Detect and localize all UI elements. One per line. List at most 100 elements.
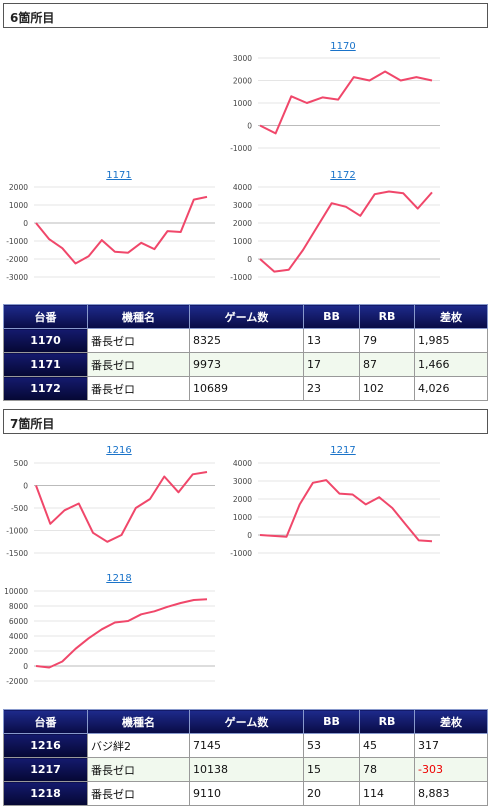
cell-id: 1171 [3,352,88,377]
series-line [259,479,433,543]
chart-title-1216[interactable]: 1216 [106,445,132,456]
y-tick-label: 0 [247,255,252,264]
cell-bb: 53 [303,733,360,758]
y-tick-label: -1500 [6,549,28,558]
y-tick-label: 1000 [233,513,252,522]
col-header-id: 台番 [3,709,88,734]
cell-games: 9973 [189,352,304,377]
y-tick-label: -1000 [230,273,252,282]
y-tick-label: 2000 [9,647,28,656]
section-header-2: 7箇所目 [3,409,488,434]
cell-rb: 45 [359,733,415,758]
cell-rb: 78 [359,757,415,782]
y-tick-label: 500 [14,459,29,468]
cell-bb: 23 [303,376,360,401]
series-line [35,195,208,265]
cell-games: 10689 [189,376,304,401]
col-header-games: ゲーム数 [189,709,304,734]
y-tick-label: 1000 [233,237,252,246]
data-table-1: 台番 機種名 ゲーム数 BB RB 差枚 1170 番長ゼロ 8325 13 7… [3,304,488,401]
series-line [259,70,433,135]
y-tick-label: 0 [23,662,28,671]
col-header-diff: 差枚 [414,304,488,329]
y-tick-label: 1000 [233,99,252,108]
table-row: 1217 番長ゼロ 10138 15 78 -303 [3,757,488,782]
chart-title-1217[interactable]: 1217 [330,445,356,456]
y-tick-label: 4000 [233,183,252,192]
y-tick-label: 4000 [9,632,28,641]
cell-rb: 87 [359,352,415,377]
table-row: 1216 バジ絆2 7145 53 45 317 [3,733,488,758]
cell-id: 1170 [3,328,88,353]
y-tick-label: 10000 [4,587,28,596]
y-tick-label: -1000 [230,549,252,558]
cell-diff: 4,026 [414,376,488,401]
y-tick-label: 4000 [233,459,252,468]
cell-id: 1218 [3,781,88,806]
y-tick-label: -3000 [6,273,28,282]
cell-rb: 102 [359,376,415,401]
y-tick-label: 3000 [233,54,252,63]
table-row: 1218 番長ゼロ 9110 20 114 8,883 [3,781,488,806]
y-tick-label: 2000 [233,219,252,228]
col-header-games: ゲーム数 [189,304,304,329]
cell-diff: 317 [414,733,488,758]
y-tick-label: -2000 [6,677,28,686]
col-header-machine: 機種名 [87,709,190,734]
chart-title-1170[interactable]: 1170 [330,41,356,52]
y-tick-label: -1000 [230,144,252,153]
cell-games: 9110 [189,781,304,806]
table-row: 1172 番長ゼロ 10689 23 102 4,026 [3,376,488,401]
y-tick-label: -1000 [6,237,28,246]
table-header-row: 台番 機種名 ゲーム数 BB RB 差枚 [3,304,488,329]
y-tick-label: 1000 [9,201,28,210]
y-tick-label: 6000 [9,617,28,626]
y-tick-label: -1000 [6,527,28,536]
cell-machine: 番長ゼロ [87,352,190,377]
cell-diff: 8,883 [414,781,488,806]
cell-bb: 20 [303,781,360,806]
y-tick-label: 2000 [233,495,252,504]
section-header-1: 6箇所目 [3,3,488,28]
y-tick-label: -500 [11,504,28,513]
cell-id: 1217 [3,757,88,782]
chart-title-1218[interactable]: 1218 [106,573,132,584]
y-tick-label: 2000 [233,77,252,86]
y-tick-label: 3000 [233,477,252,486]
chart-title-1171[interactable]: 1171 [106,170,132,181]
table-row: 1170 番長ゼロ 8325 13 79 1,985 [3,328,488,353]
cell-machine: バジ絆2 [87,733,190,758]
cell-diff: 1,985 [414,328,488,353]
cell-machine: 番長ゼロ [87,781,190,806]
cell-machine: 番長ゼロ [87,376,190,401]
y-tick-label: 0 [23,482,28,491]
cell-diff: 1,466 [414,352,488,377]
cell-games: 7145 [189,733,304,758]
cell-diff: -303 [414,757,488,782]
cell-games: 10138 [189,757,304,782]
table-header-row: 台番 機種名 ゲーム数 BB RB 差枚 [3,709,488,734]
col-header-rb: RB [359,709,415,734]
chart-title-1172[interactable]: 1172 [330,170,356,181]
y-tick-label: 0 [23,219,28,228]
y-tick-label: 0 [247,122,252,131]
col-header-id: 台番 [3,304,88,329]
series-line [259,190,433,273]
table-row: 1171 番長ゼロ 9973 17 87 1,466 [3,352,488,377]
data-table-2: 台番 機種名 ゲーム数 BB RB 差枚 1216 バジ絆2 7145 53 4… [3,709,488,806]
col-header-diff: 差枚 [414,709,488,734]
cell-games: 8325 [189,328,304,353]
col-header-machine: 機種名 [87,304,190,329]
series-line [35,598,208,669]
y-tick-label: -2000 [6,255,28,264]
y-tick-label: 3000 [233,201,252,210]
cell-rb: 114 [359,781,415,806]
cell-id: 1216 [3,733,88,758]
y-tick-label: 8000 [9,602,28,611]
